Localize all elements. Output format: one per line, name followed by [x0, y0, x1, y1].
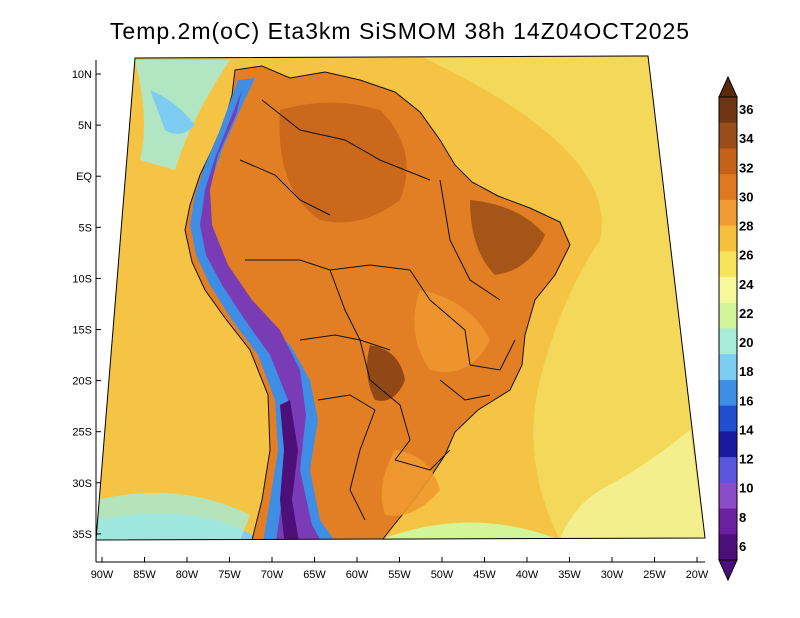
colorbar-segment	[719, 354, 737, 381]
colorbar-segment	[719, 534, 737, 561]
colorbar-label: 20	[739, 335, 753, 350]
colorbar-label: 18	[739, 364, 753, 379]
colorbar-label: 10	[739, 481, 753, 496]
lat-tick-label: 35S	[72, 529, 92, 541]
lon-tick-label: 65W	[303, 569, 326, 581]
colorbar-outline	[718, 96, 738, 561]
andes-coldest-core	[280, 400, 300, 540]
colorbar-top-arrow	[718, 75, 738, 98]
latitude-axis: 10N 5N EQ 5S 10S 15S 20S 25S 30S 35S	[72, 69, 101, 541]
lat-tick-label: 30S	[72, 478, 92, 490]
colorbar-segment	[719, 148, 737, 175]
map-area	[96, 56, 705, 540]
lon-tick-label: 40W	[516, 569, 539, 581]
colorbar-label: 24	[739, 277, 754, 292]
ocean-south-mild	[380, 522, 560, 540]
colorbar-segment	[719, 431, 737, 458]
south-brazil-warm	[381, 450, 440, 516]
northeast-hot-zone	[470, 200, 545, 275]
colorbar-label: 30	[739, 189, 753, 204]
colorbar-segment	[719, 277, 737, 304]
lon-tick-label: 90W	[91, 569, 114, 581]
colorbar-segment	[719, 379, 737, 407]
central-brazil-warm	[414, 290, 490, 372]
longitude-axis: 90W 85W 80W 75W 70W 65W 60W 55W 50W 45W 40W 35W 30W 2…	[91, 557, 709, 581]
colorbar-segment	[719, 97, 737, 124]
ocean-east-band	[420, 56, 705, 540]
lat-tick-label: 20S	[72, 376, 92, 388]
lon-tick-label: 70W	[261, 569, 284, 581]
colorbar-segment	[719, 508, 737, 535]
ocean-pacific-cold-patch	[150, 90, 195, 134]
colorbar-segment	[719, 482, 737, 510]
map-frame	[95, 55, 706, 541]
pantanal-hot-zone	[366, 345, 405, 401]
colorbar-label: 26	[739, 248, 753, 263]
lat-tick-label: 15S	[72, 325, 92, 337]
colorbar-label: 12	[739, 452, 753, 467]
lon-tick-label: 85W	[133, 569, 156, 581]
colorbar-label: 32	[739, 160, 753, 175]
colorbar-segment	[719, 251, 737, 278]
lat-tick-label: 5N	[78, 120, 92, 132]
colorbar-segment	[719, 457, 737, 484]
lat-tick-label: 25S	[72, 427, 92, 439]
lat-tick-label: EQ	[76, 171, 92, 183]
colorbar-label: 6	[739, 539, 746, 554]
ocean-south-cool-2	[96, 492, 250, 540]
lon-tick-label: 20W	[686, 569, 709, 581]
colorbar-segment	[719, 199, 737, 227]
colorbar-label: 34	[739, 131, 754, 146]
map-title: Temp.2m(oC) Eta3km SiSMOM 38h 14Z04OCT20…	[109, 18, 691, 44]
lon-tick-label: 80W	[176, 569, 199, 581]
lon-tick-label: 25W	[643, 569, 666, 581]
colorbar-segment	[719, 225, 737, 252]
lon-tick-label: 60W	[346, 569, 369, 581]
colorbar-segment	[719, 328, 737, 355]
colorbar-label: 28	[739, 219, 753, 234]
colorbar-segment	[719, 405, 737, 432]
lat-tick-label: 10S	[72, 273, 92, 285]
colorbar-label: 16	[739, 393, 753, 408]
country-borders	[239, 99, 516, 521]
colorbar-label: 14	[739, 422, 754, 437]
ocean-southeast-cool	[560, 430, 705, 540]
lon-tick-label: 45W	[473, 569, 496, 581]
colorbar-segment	[719, 302, 737, 329]
colorbar-segment	[719, 174, 737, 201]
lon-tick-label: 55W	[388, 569, 411, 581]
lon-tick-label: 30W	[601, 569, 624, 581]
lat-tick-label: 5S	[79, 222, 92, 234]
lat-tick-label: 10N	[72, 69, 92, 81]
lon-tick-label: 35W	[558, 569, 581, 581]
colorbar-label: 22	[739, 306, 753, 321]
lon-tick-label: 75W	[218, 569, 241, 581]
colorbar-label: 8	[739, 510, 746, 525]
lon-tick-label: 50W	[431, 569, 454, 581]
colorbar-bottom-arrow	[718, 559, 738, 582]
colorbar-segment	[719, 122, 737, 149]
colorbar: 36 34 32 30 28 26 24 22 20 18 16 14 12 10 8 6	[718, 75, 754, 582]
colorbar-label: 36	[739, 102, 753, 117]
